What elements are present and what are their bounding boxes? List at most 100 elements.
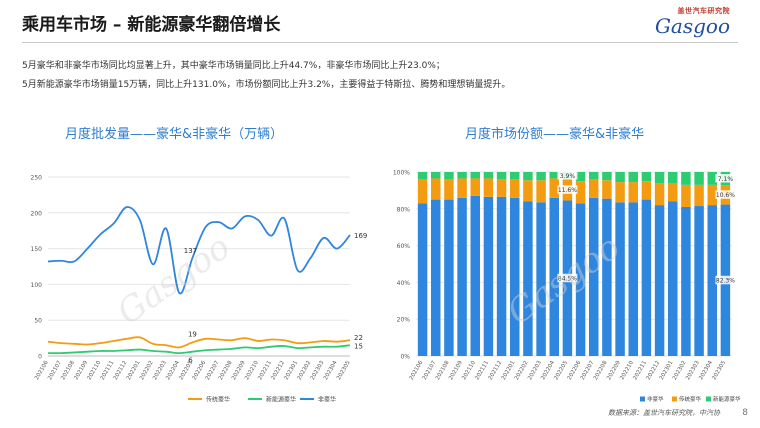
bar-segment — [444, 179, 454, 200]
data-label: 15 — [354, 342, 363, 350]
data-label: 6 — [188, 357, 193, 365]
bar-segment — [575, 181, 586, 204]
bar-segment — [549, 172, 559, 179]
y-tick-label: 50 — [34, 318, 42, 325]
bar-segment — [523, 180, 533, 202]
legend-swatch — [706, 396, 711, 402]
bar-segment — [694, 184, 704, 207]
header-divider — [22, 42, 738, 43]
bar-segment — [628, 172, 638, 183]
bar-segment — [602, 198, 612, 356]
bar-segment — [549, 178, 559, 198]
line-chart: 0501001502002502021062021072021082021092… — [31, 175, 368, 404]
bar-segment — [575, 203, 586, 356]
page-number: 8 — [742, 408, 748, 418]
gasgoo-logo: 盖世汽车研究院 Gasgoo — [642, 6, 730, 38]
series-line — [47, 344, 351, 355]
data-source-note: 数据来源：盖世汽车研究院，中汽协 — [608, 409, 720, 417]
bar-segment — [589, 172, 599, 180]
x-tick-label: 202305 — [711, 360, 727, 382]
bar-segment — [483, 196, 494, 356]
bar-segment — [668, 172, 678, 184]
data-label: 137 — [184, 247, 197, 255]
bar-segment — [417, 172, 428, 180]
bar-segment — [470, 195, 480, 356]
bar-segment — [615, 182, 625, 203]
bar-segment — [681, 206, 691, 356]
data-label-bg — [715, 275, 736, 285]
description-line-1: 5月豪华和非豪华市场同比均显著上升，其中豪华市场销量同比上升44.7%，非豪华市… — [22, 61, 445, 71]
bar-segment — [549, 197, 559, 356]
bar-segment — [707, 184, 717, 206]
data-label: 19 — [188, 330, 197, 338]
bar-segment — [628, 182, 638, 203]
bar-segment — [641, 172, 652, 182]
legend-label: 非豪华 — [647, 395, 664, 403]
legend-label: 新能源豪华 — [266, 396, 296, 404]
y-tick-label: 20% — [397, 317, 411, 324]
data-label: 10.6% — [716, 192, 735, 199]
y-tick-label: 100% — [393, 170, 410, 177]
bar-segment — [496, 172, 507, 180]
bar-segment — [589, 179, 599, 198]
bar-segment — [536, 172, 546, 181]
bar-segment — [694, 206, 704, 356]
bar-segment — [602, 180, 612, 199]
bar-segment — [694, 172, 704, 185]
bar-segment — [536, 180, 546, 203]
bar-segment — [681, 172, 691, 185]
bar-segment — [668, 183, 678, 202]
legend-label: 传统豪华 — [679, 395, 702, 403]
description-line-2: 5月新能源豪华市场销量15万辆，同比上升131.0%，市场份额同比上升3.2%，… — [22, 80, 511, 90]
data-label-bg — [557, 273, 578, 283]
bar-segment — [470, 172, 480, 179]
logo-wordmark: Gasgoo — [654, 14, 730, 38]
bar-segment — [510, 179, 520, 198]
series-line — [47, 206, 351, 295]
right-chart-title: 月度市场份额——豪华&非豪华 — [465, 127, 645, 142]
legend-swatch — [672, 396, 677, 402]
bar-segment — [510, 172, 520, 180]
stacked-bar-chart: 0%20%40%60%80%100%2021062021072021082021… — [393, 170, 741, 404]
legend-swatch — [640, 396, 645, 402]
bar-segment — [654, 172, 665, 184]
data-label: 7.1% — [718, 176, 734, 183]
bar-segment — [668, 201, 678, 356]
bar-segment — [707, 172, 717, 185]
logo-subtitle: 盖世汽车研究院 — [677, 7, 730, 15]
data-label: 11.6% — [558, 187, 577, 194]
y-tick-label: 60% — [397, 243, 411, 250]
left-chart-title: 月度批发量——豪华&非豪华（万辆） — [65, 127, 284, 142]
bar-segment — [417, 179, 428, 204]
data-label-bg — [715, 190, 736, 199]
data-label: 169 — [354, 232, 367, 240]
data-label-bg — [715, 174, 736, 183]
bar-segment — [417, 203, 428, 356]
legend-label: 新能源豪华 — [713, 395, 741, 403]
bar-segment — [496, 196, 507, 356]
bar-segment — [444, 199, 454, 356]
bar-segment — [707, 205, 717, 356]
bar-segment — [536, 202, 546, 356]
bar-segment — [431, 178, 441, 200]
bar-segment — [444, 172, 454, 180]
data-label-bg — [557, 185, 578, 194]
bar-segment — [457, 197, 467, 356]
bar-segment — [615, 172, 625, 183]
bar-segment — [510, 197, 520, 356]
bar-segment — [654, 205, 665, 356]
x-tick-label: 202305 — [336, 360, 352, 382]
bar-segment — [470, 178, 480, 196]
bar-segment — [483, 178, 494, 197]
bar-segment — [628, 202, 638, 356]
bar-segment — [496, 179, 507, 197]
y-tick-label: 0 — [38, 354, 42, 361]
y-tick-label: 100 — [31, 282, 43, 289]
bar-segment — [589, 197, 599, 356]
data-label-bg — [557, 171, 578, 180]
bar-segment — [602, 172, 612, 181]
bar-segment — [615, 202, 625, 356]
bar-segment — [431, 172, 441, 179]
page-title: 乘用车市场 – 新能源豪华翻倍增长 — [22, 15, 281, 35]
y-tick-label: 150 — [31, 246, 43, 253]
